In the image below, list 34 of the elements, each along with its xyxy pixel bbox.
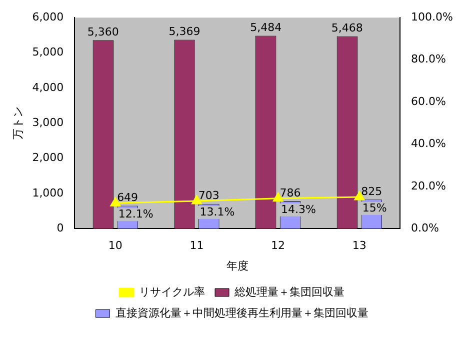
y-axis-title: 万トン — [11, 106, 24, 140]
x-axis-title: 年度 — [226, 259, 248, 272]
y2-tick-label: 0.0% — [411, 221, 440, 234]
data-label: 786 — [280, 186, 301, 200]
y-tick-label: 4,000 — [32, 80, 64, 94]
data-label: 649 — [117, 191, 138, 204]
data-label: 703 — [198, 189, 220, 202]
data-label: 12.1% — [118, 207, 154, 220]
y-tick-label: 1,000 — [32, 186, 64, 200]
y2-tick-label: 40.0% — [411, 137, 446, 150]
data-label: 825 — [361, 184, 382, 198]
x-tick-label: 10 — [108, 239, 122, 252]
x-tick-label: 13 — [352, 239, 366, 252]
y2-tick-label: 80.0% — [411, 52, 446, 66]
y-tick-label: 0 — [56, 221, 64, 234]
data-label: 5,369 — [168, 25, 200, 38]
y-tick-label: 6,000 — [32, 10, 64, 24]
data-label: 5,468 — [331, 22, 363, 35]
legend-label: 直接資源化量＋中間処理後再生利用量＋集団回収量 — [115, 306, 368, 320]
data-label: 5,484 — [250, 21, 282, 34]
data-label: 5,360 — [87, 25, 119, 38]
y2-tick-label: 100.0% — [411, 10, 454, 24]
x-tick-label: 12 — [271, 239, 286, 252]
y2-tick-label: 20.0% — [411, 179, 446, 192]
data-label: 14.3% — [281, 202, 316, 216]
y2-tick-label: 60.0% — [411, 94, 446, 108]
x-tick-label: 11 — [190, 239, 204, 252]
y-tick-label: 2,000 — [32, 151, 64, 164]
legend-label: リサイクル率 — [139, 285, 205, 298]
y-tick-label: 5,000 — [32, 46, 64, 59]
data-label: 15% — [362, 201, 387, 214]
data-label: 13.1% — [200, 205, 235, 218]
y-tick-label: 3,000 — [32, 116, 64, 129]
legend-label: 総処理量＋集団回収量 — [234, 285, 344, 298]
